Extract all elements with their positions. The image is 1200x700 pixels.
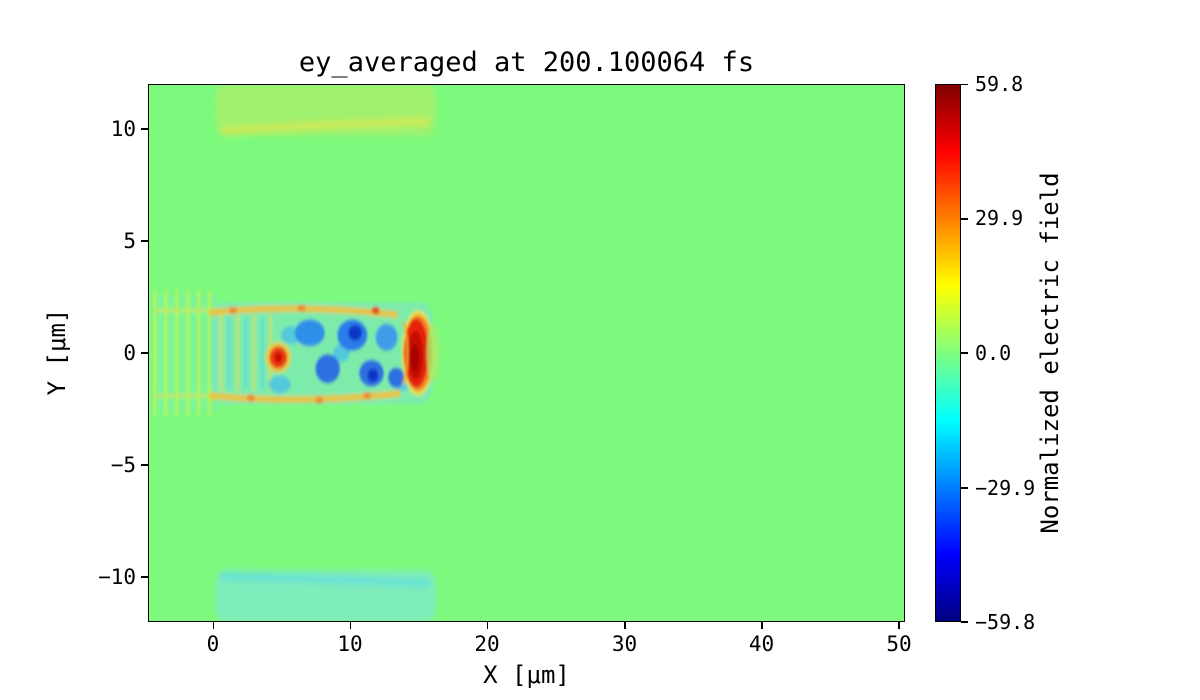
y-tick-mark — [141, 576, 148, 578]
y-tick-mark — [141, 464, 148, 466]
x-tick-mark — [212, 622, 214, 629]
y-axis-label: Y [μm] — [43, 308, 71, 396]
chart-title: ey_averaged at 200.100064 fs — [298, 47, 755, 78]
colorbar — [935, 84, 961, 622]
heatmap-canvas — [148, 84, 905, 622]
positive-field-blob-right — [401, 310, 435, 396]
x-tick-mark — [624, 622, 626, 629]
colorbar-tick-label: −59.8 — [975, 610, 1036, 634]
y-tick-mark — [141, 128, 148, 130]
x-tick-label: 0 — [206, 632, 220, 656]
colorbar-tick-mark — [961, 352, 968, 354]
colorbar-tick-mark — [961, 621, 968, 623]
x-tick-label: 10 — [337, 632, 363, 656]
colorbar-tick-label: 29.9 — [975, 206, 1024, 230]
x-tick-label: 30 — [611, 632, 638, 656]
channel-walls — [209, 304, 401, 404]
x-tick-label: 20 — [474, 632, 500, 656]
upper-boundary-band — [215, 84, 436, 136]
colorbar-tick-mark — [961, 487, 968, 489]
x-tick-mark — [761, 622, 763, 629]
plasma-channel — [209, 301, 441, 405]
x-tick-mark — [486, 622, 488, 629]
colorbar-tick-mark — [961, 218, 968, 220]
negative-field-blobs — [294, 319, 405, 388]
x-tick-label: 50 — [886, 632, 912, 656]
y-tick-mark — [141, 352, 148, 354]
y-tick-label: −10 — [98, 565, 136, 589]
colorbar-tick-mark — [961, 83, 968, 85]
y-tick-label: −5 — [110, 453, 136, 477]
channel-tip-fade — [426, 323, 441, 383]
x-tick-label: 40 — [748, 632, 775, 656]
x-axis-label: X [μm] — [483, 661, 570, 689]
y-tick-label: 5 — [123, 229, 136, 253]
y-tick-label: 10 — [110, 117, 136, 141]
lower-boundary-band — [215, 570, 436, 622]
colorbar-label: Normalized electric field — [1036, 172, 1064, 534]
y-tick-mark — [141, 240, 148, 242]
positive-field-spot-left — [265, 341, 292, 374]
colorbar-tick-label: 59.8 — [975, 72, 1024, 96]
x-tick-mark — [349, 622, 351, 629]
y-tick-label: 0 — [123, 341, 136, 365]
x-tick-mark — [898, 622, 900, 629]
colorbar-tick-label: 0.0 — [975, 341, 1012, 365]
plot-area — [148, 84, 905, 622]
colorbar-tick-label: −29.9 — [975, 476, 1036, 500]
